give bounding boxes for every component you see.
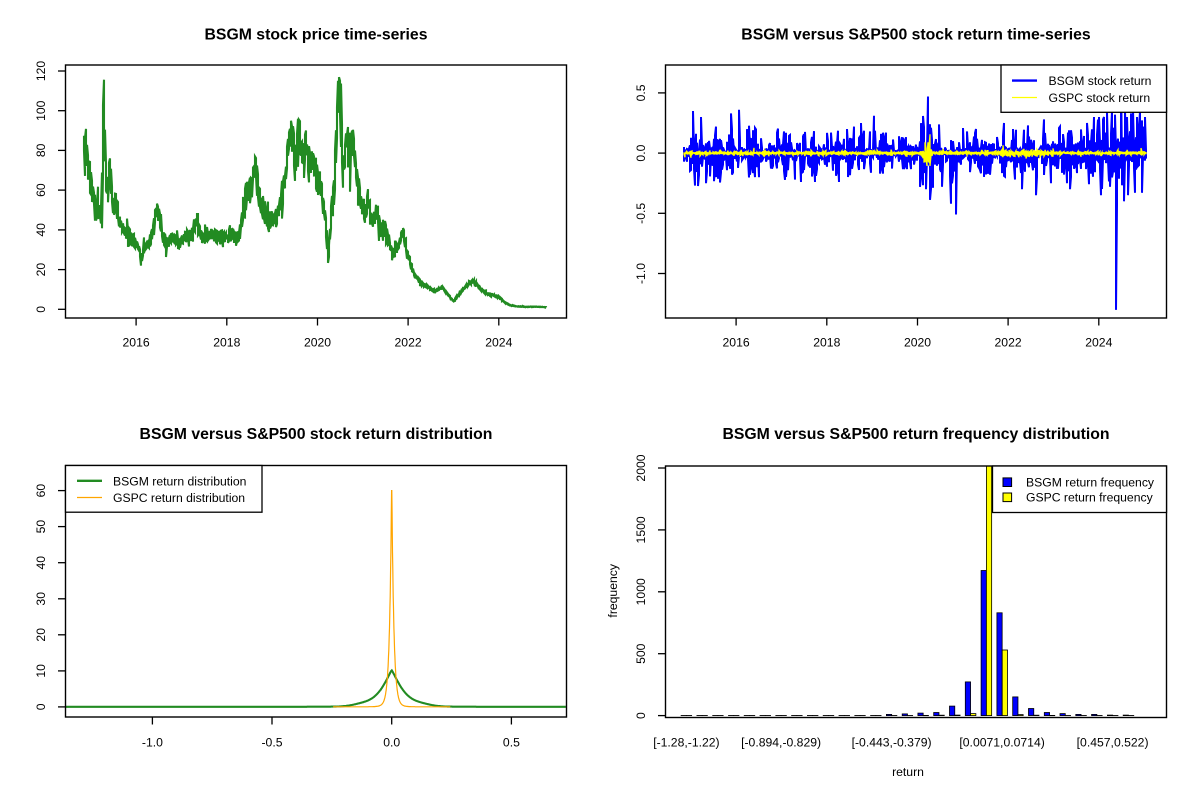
svg-text:0.5: 0.5 [634,84,648,101]
svg-text:[0.457,0.522): [0.457,0.522) [1077,736,1149,750]
svg-text:0: 0 [34,306,48,313]
svg-text:-0.5: -0.5 [261,736,282,750]
svg-text:2018: 2018 [213,336,240,350]
svg-text:120: 120 [34,61,48,82]
svg-text:500: 500 [634,643,648,664]
svg-text:2020: 2020 [304,336,331,350]
svg-text:BSGM versus S&P500 stock retur: BSGM versus S&P500 stock return time-ser… [741,26,1091,43]
svg-text:2024: 2024 [1085,336,1112,350]
svg-text:2018: 2018 [813,336,840,350]
svg-text:BSGM stock price time-series: BSGM stock price time-series [205,26,428,43]
svg-text:BSGM versus S&P500 return freq: BSGM versus S&P500 return frequency dist… [722,426,1109,443]
svg-text:2024: 2024 [485,336,512,350]
svg-text:-1.0: -1.0 [142,736,163,750]
svg-text:[0.0071,0.0714): [0.0071,0.0714) [959,736,1044,750]
svg-text:GSPC return frequency: GSPC return frequency [1026,491,1154,505]
svg-text:10: 10 [34,664,48,678]
svg-text:BSGM return distribution: BSGM return distribution [113,474,246,488]
svg-text:2016: 2016 [123,336,150,350]
svg-text:BSGM stock return: BSGM stock return [1049,74,1152,88]
svg-text:[-0.443,-0.379): [-0.443,-0.379) [852,736,932,750]
svg-text:40: 40 [34,556,48,570]
svg-text:1500: 1500 [634,516,648,543]
svg-text:0.0: 0.0 [634,144,648,161]
svg-text:GSPC stock return: GSPC stock return [1049,91,1151,105]
svg-text:-1.0: -1.0 [634,263,648,284]
svg-text:frequency: frequency [606,563,620,617]
svg-text:[-0.894,-0.829): [-0.894,-0.829) [741,736,821,750]
svg-text:2000: 2000 [634,454,648,481]
svg-text:0.5: 0.5 [503,736,520,750]
svg-text:0: 0 [34,703,48,710]
svg-text:20: 20 [34,263,48,277]
svg-text:30: 30 [34,592,48,606]
svg-text:60: 60 [34,183,48,197]
svg-text:BSGM return frequency: BSGM return frequency [1026,475,1155,489]
svg-text:2022: 2022 [395,336,422,350]
svg-text:GSPC return distribution: GSPC return distribution [113,491,245,505]
svg-text:0: 0 [634,712,648,719]
svg-text:60: 60 [34,484,48,498]
svg-text:return: return [892,765,924,779]
svg-text:50: 50 [34,520,48,534]
svg-text:-0.5: -0.5 [634,203,648,224]
svg-text:100: 100 [34,100,48,121]
svg-text:2020: 2020 [904,336,931,350]
svg-text:BSGM versus S&P500 stock retur: BSGM versus S&P500 stock return distribu… [140,426,493,443]
svg-text:1000: 1000 [634,578,648,605]
svg-text:20: 20 [34,628,48,642]
svg-text:80: 80 [34,143,48,157]
svg-text:2016: 2016 [723,336,750,350]
svg-text:40: 40 [34,223,48,237]
svg-text:2022: 2022 [995,336,1022,350]
svg-text:0.0: 0.0 [383,736,400,750]
svg-text:[-1.28,-1.22): [-1.28,-1.22) [653,736,719,750]
